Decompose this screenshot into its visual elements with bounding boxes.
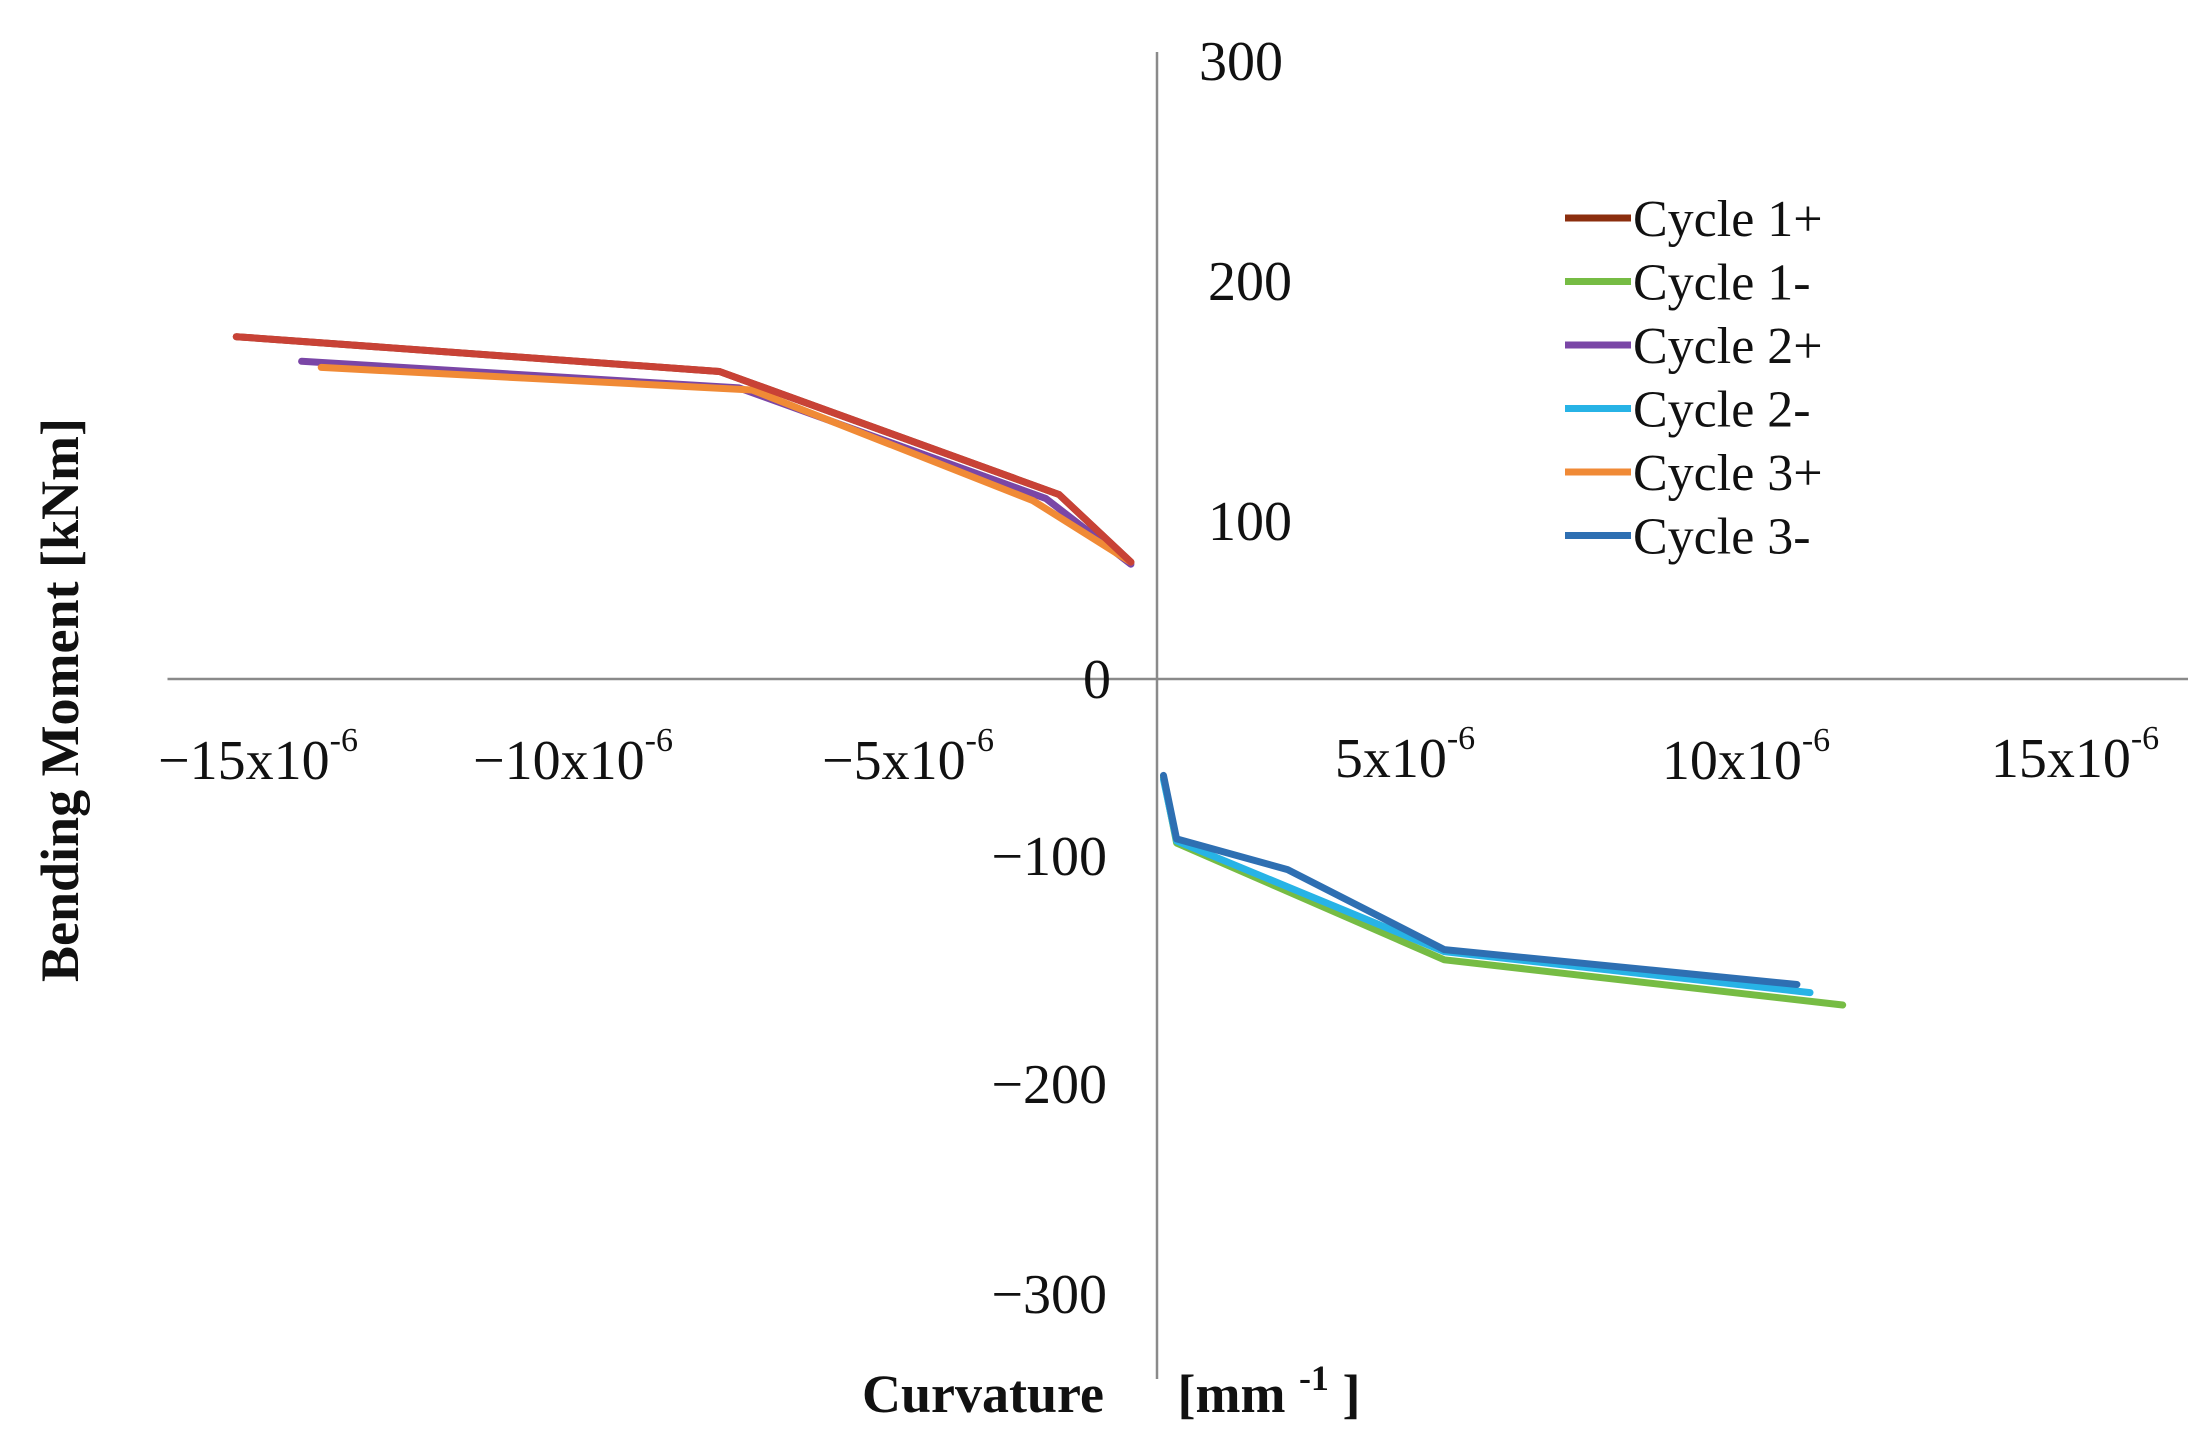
y-tick-label: −100 (991, 826, 1107, 888)
legend-label: Cycle 1- (1633, 255, 1811, 312)
x-tick-label: −10x10-6 (473, 722, 673, 792)
series-line-cycleminus2- (1160, 776, 1814, 997)
series-line-overlay (232, 333, 1135, 566)
x-tick-label: 15x10-6 (1991, 720, 2159, 790)
ticks-group: 300 200 100 0 −100 −200 −300 −15x10-6 −10x10-6 −5… (158, 31, 2159, 1326)
series-line-cycleminus3plus (317, 363, 1135, 566)
x-axis-unit-exponent: -1 (1299, 1358, 1329, 1398)
x-axis-title: Curvature [mm -1 ] (862, 1342, 1360, 1424)
x-axis-unit: [mm (1177, 1364, 1285, 1424)
y-tick-label: 300 (1199, 31, 1283, 93)
legend-label: Cycle 3+ (1633, 445, 1823, 502)
series-line-cycleminus3- (1160, 771, 1801, 988)
axis-titles: Bending Moment [kNm] Curvature [mm -1 ] (30, 418, 1360, 1424)
y-tick-label: 200 (1208, 251, 1292, 313)
legend-label: Cycle 2- (1633, 382, 1811, 439)
axes-group (167, 52, 2188, 1379)
y-axis-title: Bending Moment [kNm] (30, 418, 90, 982)
x-tick-label: −15x10-6 (158, 722, 358, 792)
legend-label: Cycle 1+ (1633, 191, 1823, 248)
x-axis-unit-close: ] (1342, 1364, 1360, 1424)
y-tick-label: 0 (1083, 649, 1111, 711)
legend-label: Cycle 2+ (1633, 318, 1823, 375)
series-line-cycleminus1- (1160, 773, 1847, 1009)
series-line-cycleminus2plus (298, 357, 1135, 568)
y-tick-label: 100 (1208, 491, 1292, 553)
x-tick-label: 10x10-6 (1662, 722, 1830, 792)
x-tick-label: −5x10-6 (822, 722, 994, 792)
x-axis-title-text: Curvature (862, 1364, 1104, 1424)
legend-label: Cycle 3- (1633, 509, 1811, 566)
series-group (232, 333, 1847, 1009)
y-tick-label: −300 (991, 1264, 1107, 1326)
x-tick-label: 5x10-6 (1335, 720, 1475, 790)
legend: Cycle 1+ Cycle 1- Cycle 2+ Cycle 2- Cycle 3+… (1565, 191, 1823, 566)
y-tick-label: −200 (991, 1054, 1107, 1116)
